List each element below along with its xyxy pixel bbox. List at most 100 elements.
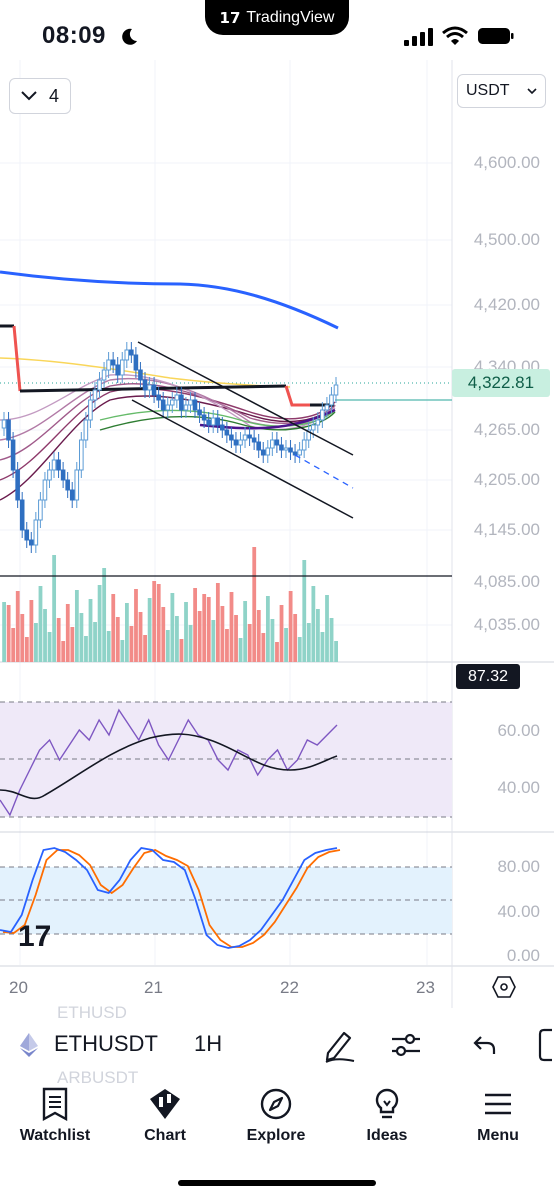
chevron-down-icon	[527, 87, 537, 94]
nav-chart[interactable]: Chart	[115, 1087, 215, 1145]
candle	[329, 387, 334, 413]
candle	[174, 387, 180, 408]
candle	[297, 442, 302, 463]
indicator-settings-icon[interactable]	[390, 1030, 422, 1060]
volume-bar	[284, 628, 288, 662]
price-chart[interactable]: 17	[0, 60, 554, 1010]
nav-explore[interactable]: Explore	[226, 1087, 326, 1145]
nav-label: Menu	[477, 1127, 519, 1144]
candle	[88, 392, 93, 428]
candle	[320, 402, 325, 428]
signal-icon	[404, 28, 433, 46]
candle	[238, 432, 243, 453]
candle	[160, 392, 166, 418]
candle	[69, 482, 75, 508]
volume-bar	[184, 602, 188, 662]
volume-bar	[225, 629, 229, 662]
candle	[229, 427, 234, 448]
volume-bar	[111, 594, 116, 662]
undo-icon[interactable]	[472, 1034, 498, 1056]
redo-icon[interactable]	[538, 1028, 554, 1062]
chart-settings-icon[interactable]	[492, 976, 516, 998]
candle	[301, 432, 307, 458]
price-axis-label: 4,085.00	[473, 572, 540, 591]
candle	[83, 412, 89, 448]
last-price-label: 4,322.81	[452, 369, 550, 397]
candle	[33, 512, 39, 553]
candle	[56, 452, 61, 478]
volume-bar	[243, 601, 248, 662]
volume-bar	[56, 618, 61, 662]
nav-watchlist[interactable]: Watchlist	[5, 1087, 105, 1145]
candle	[147, 377, 152, 398]
candle	[97, 372, 102, 398]
nav-label: Chart	[144, 1127, 186, 1144]
candle	[169, 392, 175, 413]
volume-bar	[6, 605, 11, 662]
stoch-axis-label: 40.00	[497, 902, 540, 921]
volume-bar	[175, 616, 179, 662]
interval-toggle[interactable]: 4	[9, 78, 71, 114]
candle	[324, 397, 330, 418]
candle	[242, 427, 248, 448]
volume-bar	[170, 593, 175, 662]
candle	[6, 412, 11, 448]
volume-bar	[138, 612, 143, 662]
volume-bar	[256, 610, 261, 662]
channel-midline	[294, 454, 354, 489]
volume-bar	[297, 637, 302, 662]
nav-ideas[interactable]: Ideas	[337, 1087, 437, 1145]
volume-bar	[252, 547, 257, 662]
candle	[233, 432, 239, 453]
volume-bar	[29, 600, 34, 662]
candle	[1, 412, 7, 436]
hamburger-icon	[485, 1093, 511, 1115]
symbol-name[interactable]: ETHUSDT	[54, 1031, 158, 1056]
volume-bar	[88, 599, 93, 662]
volume-bar	[143, 635, 147, 662]
chart-icon	[150, 1089, 180, 1119]
currency-select[interactable]: USDT	[457, 74, 546, 108]
volume-bar	[20, 614, 25, 662]
candle	[165, 397, 171, 418]
time-axis-label: 21	[144, 978, 163, 997]
volume-bar	[197, 611, 202, 662]
nav-menu[interactable]: Menu	[448, 1087, 548, 1145]
candle	[110, 352, 116, 373]
volume-bar	[79, 613, 84, 662]
volume-bar	[97, 585, 102, 662]
volume-bar	[188, 625, 193, 662]
price-axis-label: 4,420.00	[473, 295, 540, 314]
volume-bars	[2, 547, 338, 662]
chart-grid	[0, 60, 452, 965]
candle	[192, 392, 198, 418]
volume-bar	[202, 594, 207, 662]
time-axis-label: 23	[416, 978, 435, 997]
candle	[306, 422, 312, 448]
rsi-line	[0, 708, 338, 817]
volume-bar	[65, 604, 70, 662]
tradingview-badge: 𝟭𝟳 TradingView	[205, 0, 349, 35]
candle	[201, 407, 207, 428]
tradingview-badge-label: TradingView	[246, 8, 335, 26]
candle	[15, 462, 20, 508]
pen-icon[interactable]	[322, 1027, 356, 1063]
candle	[315, 412, 321, 433]
interval-button[interactable]: 1H	[194, 1031, 223, 1056]
candle	[288, 440, 293, 460]
candle	[151, 377, 157, 403]
price-axis-label: 4,265.00	[473, 420, 540, 439]
candle	[24, 522, 30, 548]
volume-bar	[24, 637, 29, 662]
candle	[279, 437, 284, 458]
volume-bar	[293, 614, 298, 662]
volume-bar	[129, 626, 134, 662]
candle	[220, 417, 225, 438]
volume-bar	[2, 602, 6, 662]
candle	[270, 432, 275, 456]
candle	[133, 347, 139, 378]
candle	[119, 352, 125, 383]
volume-bar	[211, 620, 216, 662]
volume-bar	[279, 605, 284, 662]
candle	[256, 434, 261, 458]
